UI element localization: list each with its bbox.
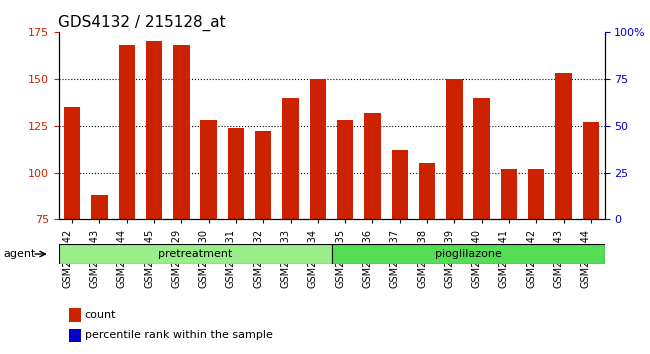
Bar [337, 120, 354, 219]
Bar [391, 150, 408, 219]
Point [504, 0, 514, 3]
Text: agent: agent [3, 249, 35, 259]
Bar [446, 79, 463, 219]
Point [94, 5, 105, 10]
Text: pioglilazone: pioglilazone [435, 249, 501, 259]
Bar [173, 45, 190, 219]
Text: GDS4132 / 215128_at: GDS4132 / 215128_at [58, 14, 226, 30]
FancyBboxPatch shape [58, 244, 332, 264]
Text: count: count [84, 310, 116, 320]
Bar [582, 122, 599, 219]
Bar [64, 107, 81, 219]
Point [422, 0, 432, 5]
Bar [500, 169, 517, 219]
Bar [473, 97, 490, 219]
Bar [528, 169, 545, 219]
Bar [227, 127, 244, 219]
Text: pretreatment: pretreatment [158, 249, 232, 259]
Bar [309, 79, 326, 219]
Bar [200, 120, 217, 219]
Bar [282, 97, 299, 219]
Bar [555, 73, 572, 219]
Text: percentile rank within the sample: percentile rank within the sample [84, 330, 272, 341]
Bar [118, 45, 135, 219]
Bar [70, 329, 81, 342]
Bar [364, 113, 381, 219]
Bar [419, 163, 436, 219]
Bar [255, 131, 272, 219]
FancyBboxPatch shape [332, 244, 604, 264]
Bar [70, 308, 81, 321]
Bar [146, 41, 162, 219]
Bar [91, 195, 108, 219]
Point [531, 0, 541, 1]
